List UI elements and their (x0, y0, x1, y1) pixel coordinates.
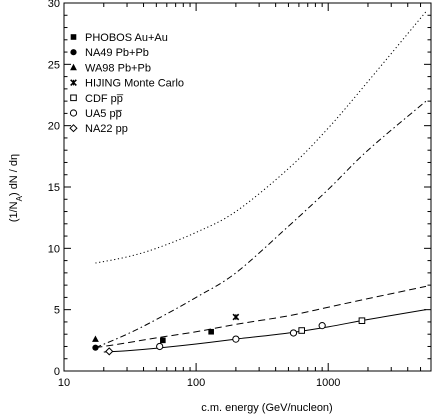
legend-label: PHOBOS Au+Au (85, 32, 168, 44)
x-tick-label: 10 (58, 377, 70, 389)
y-tick-label: 10 (48, 243, 60, 255)
data-point (92, 335, 99, 342)
data-point (156, 342, 164, 351)
dashed-curve (95, 285, 427, 349)
legend-marker (70, 63, 77, 71)
legend-marker (69, 109, 78, 117)
legend-marker (70, 34, 77, 40)
legend-marker (70, 79, 77, 86)
legend-marker (70, 94, 77, 102)
data-point (92, 344, 99, 351)
legend-label: HIJING Monte Carlo (85, 78, 184, 90)
legend: PHOBOS Au+Au NA49 Pb+Pb WA98 Pb+Pb HIJING M… (69, 32, 184, 135)
y-tick-label: 30 (48, 0, 60, 10)
y-tick-label: 20 (48, 121, 60, 133)
data-point (160, 337, 166, 344)
y-tick-label: 25 (48, 59, 60, 71)
legend-label: WA98 Pb+Pb (85, 62, 151, 74)
data-point (289, 329, 298, 337)
data-point (232, 313, 240, 321)
x-axis-label: c.m. energy (GeV/nucleon) (201, 402, 332, 414)
legend-marker (70, 49, 77, 56)
data-point (208, 328, 214, 335)
legend-label: UA5 pp̅ (85, 108, 123, 120)
data-point (105, 347, 114, 356)
axis-ticks: 0 5 10 15 20 25 30 10 100 1000 (48, 0, 431, 389)
data-point (298, 327, 305, 334)
dotted-curve (95, 11, 427, 264)
x-tick-label: 1000 (316, 377, 340, 389)
data-point (358, 317, 366, 325)
legend-label: NA49 Pb+Pb (85, 47, 149, 59)
legend-label: NA22 pp (85, 123, 128, 135)
y-tick-label: 0 (54, 366, 60, 378)
data-point (318, 322, 326, 330)
data-point (232, 335, 240, 343)
y-tick-label: 15 (48, 182, 60, 194)
y-axis-label: (1/NA) dN / dη (8, 154, 24, 222)
dash-dot-curve (95, 100, 427, 349)
data-points (92, 313, 366, 356)
legend-marker (69, 124, 78, 133)
y-tick-label: 5 (54, 305, 60, 317)
x-tick-label: 100 (187, 377, 205, 389)
solid-curve (103, 309, 427, 353)
legend-label: CDF pp̅ (85, 93, 124, 105)
